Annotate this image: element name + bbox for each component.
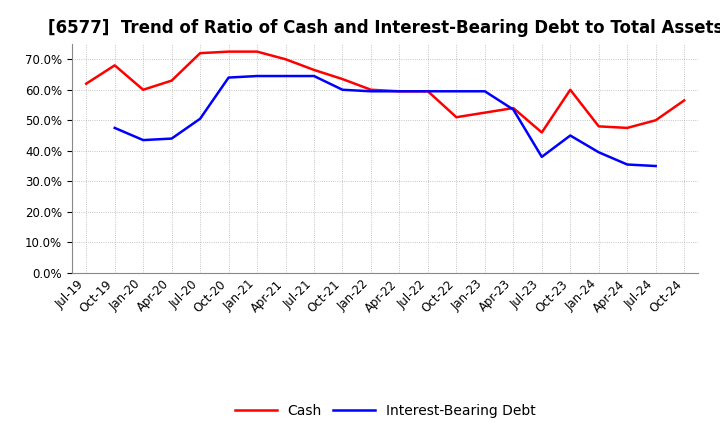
Interest-Bearing Debt bbox=[225, 75, 233, 80]
Cash bbox=[167, 78, 176, 83]
Cash bbox=[595, 124, 603, 129]
Interest-Bearing Debt bbox=[253, 73, 261, 79]
Cash bbox=[566, 87, 575, 92]
Interest-Bearing Debt bbox=[509, 107, 518, 112]
Interest-Bearing Debt bbox=[566, 133, 575, 138]
Interest-Bearing Debt bbox=[338, 87, 347, 92]
Line: Interest-Bearing Debt: Interest-Bearing Debt bbox=[114, 76, 656, 166]
Cash bbox=[310, 67, 318, 73]
Interest-Bearing Debt bbox=[423, 88, 432, 94]
Cash bbox=[537, 130, 546, 135]
Cash bbox=[196, 51, 204, 56]
Cash bbox=[623, 125, 631, 131]
Cash bbox=[282, 57, 290, 62]
Interest-Bearing Debt bbox=[480, 88, 489, 94]
Cash bbox=[253, 49, 261, 54]
Cash bbox=[509, 106, 518, 111]
Cash bbox=[423, 88, 432, 94]
Interest-Bearing Debt bbox=[110, 125, 119, 131]
Interest-Bearing Debt bbox=[196, 116, 204, 121]
Interest-Bearing Debt bbox=[652, 163, 660, 169]
Cash bbox=[366, 87, 375, 92]
Interest-Bearing Debt bbox=[366, 88, 375, 94]
Line: Cash: Cash bbox=[86, 51, 684, 132]
Cash bbox=[225, 49, 233, 54]
Cash bbox=[452, 114, 461, 120]
Cash bbox=[395, 88, 404, 94]
Interest-Bearing Debt bbox=[167, 136, 176, 141]
Interest-Bearing Debt bbox=[537, 154, 546, 160]
Interest-Bearing Debt bbox=[395, 88, 404, 94]
Interest-Bearing Debt bbox=[452, 88, 461, 94]
Interest-Bearing Debt bbox=[595, 150, 603, 155]
Cash bbox=[480, 110, 489, 115]
Interest-Bearing Debt bbox=[310, 73, 318, 79]
Cash bbox=[139, 87, 148, 92]
Cash bbox=[110, 63, 119, 68]
Interest-Bearing Debt bbox=[139, 137, 148, 143]
Cash bbox=[82, 81, 91, 86]
Interest-Bearing Debt bbox=[623, 162, 631, 167]
Cash bbox=[338, 77, 347, 82]
Legend: Cash, Interest-Bearing Debt: Cash, Interest-Bearing Debt bbox=[229, 399, 541, 424]
Cash bbox=[652, 117, 660, 123]
Interest-Bearing Debt bbox=[282, 73, 290, 79]
Cash bbox=[680, 98, 688, 103]
Title: [6577]  Trend of Ratio of Cash and Interest-Bearing Debt to Total Assets: [6577] Trend of Ratio of Cash and Intere… bbox=[48, 19, 720, 37]
